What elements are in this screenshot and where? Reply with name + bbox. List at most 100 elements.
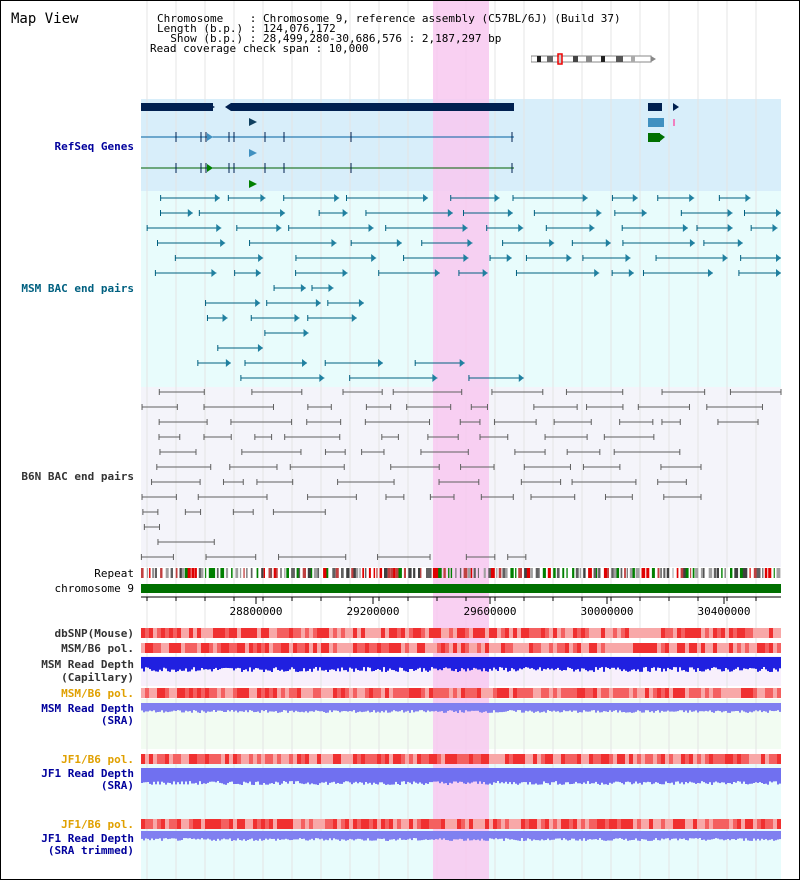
depth-bar [701, 703, 703, 712]
depth-bar [329, 831, 331, 839]
jf1-depth-label[interactable]: JF1 Read Depth [41, 767, 134, 780]
depth-bar [215, 768, 217, 783]
msm-depth-sra-label[interactable]: MSM Read Depth [41, 702, 134, 715]
heat-cell [573, 628, 577, 638]
heat-cell [653, 819, 657, 829]
depth-bar [241, 831, 243, 841]
heat-cell [393, 688, 397, 698]
depth-bar [399, 831, 401, 839]
depth-bar [393, 657, 395, 671]
heat-cell [517, 688, 521, 698]
repeat-element [749, 568, 751, 578]
heat-cell [505, 628, 509, 638]
depth-bar [691, 831, 693, 839]
repeat-label[interactable]: Repeat [94, 567, 134, 580]
heat-cell [509, 688, 513, 698]
heat-cell [329, 628, 333, 638]
depth-bar [581, 657, 583, 669]
depth-bar [171, 831, 173, 839]
depth-bar [719, 703, 721, 712]
depth-bar [695, 703, 697, 711]
depth-bar [177, 703, 179, 711]
repeat-element [721, 568, 723, 578]
heat-cell [477, 628, 481, 638]
heat-cell [765, 819, 769, 829]
refseq-genes-label[interactable]: RefSeq Genes [54, 140, 134, 153]
jf1-trimmed-label[interactable]: JF1 Read Depth [41, 832, 134, 845]
depth-bar [639, 703, 641, 712]
depth-bar [497, 657, 499, 671]
repeat-element [270, 568, 272, 578]
depth-bar [361, 768, 363, 783]
depth-bar [405, 703, 407, 712]
repeat-element [364, 568, 367, 578]
depth-bar [245, 831, 247, 841]
heat-cell [581, 754, 585, 764]
heat-cell [573, 819, 577, 829]
depth-bar [185, 768, 187, 782]
heat-cell [225, 819, 229, 829]
chromosome-ideogram[interactable] [531, 53, 656, 65]
heat-cell [517, 643, 521, 653]
depth-bar [541, 831, 543, 840]
b6n-bac-label[interactable]: B6N BAC end pairs [21, 470, 134, 483]
depth-bar [213, 768, 215, 782]
depth-bar [249, 768, 251, 782]
jf1-b6-pol-label[interactable]: JF1/B6 pol. [61, 753, 134, 766]
heat-cell [405, 754, 409, 764]
heat-cell [489, 628, 493, 638]
heat-cell [481, 754, 485, 764]
heat-cell [501, 688, 505, 698]
heat-cell [249, 819, 253, 829]
depth-bar [377, 831, 379, 839]
depth-bar [355, 703, 357, 713]
jf1-b6-pol-2-label[interactable]: JF1/B6 pol. [61, 818, 134, 831]
depth-bar [429, 831, 431, 840]
heat-cell [413, 628, 417, 638]
heat-cell [409, 819, 413, 829]
depth-bar [343, 657, 345, 671]
depth-bar [637, 831, 639, 841]
heat-cell [513, 754, 517, 764]
heat-cell [361, 819, 365, 829]
dbsnp-label[interactable]: dbSNP(Mouse) [54, 627, 134, 640]
msm-b6-pol-sra-label[interactable]: MSM/B6 pol. [61, 687, 134, 700]
heat-cell [709, 643, 713, 653]
heat-cell [213, 643, 217, 653]
heat-cell [217, 688, 221, 698]
depth-bar [675, 703, 677, 712]
depth-bar [605, 703, 607, 712]
heat-cell [165, 643, 169, 653]
heat-cell [221, 688, 225, 698]
bac-end-arrow [594, 269, 600, 277]
depth-bar [303, 768, 305, 785]
depth-bar [689, 703, 691, 711]
depth-bar [387, 703, 389, 713]
heat-cell [741, 754, 745, 764]
depth-bar [601, 831, 603, 840]
depth-bar [681, 831, 683, 839]
depth-bar [297, 831, 299, 840]
depth-bar [425, 657, 427, 671]
depth-bar [505, 657, 507, 668]
depth-bar [197, 657, 199, 671]
depth-bar [265, 703, 267, 710]
depth-bar [735, 768, 737, 783]
msm-depth-capillary-label[interactable]: MSM Read Depth [41, 658, 134, 671]
depth-bar [745, 703, 747, 713]
heat-cell [557, 754, 561, 764]
heat-cell [657, 819, 661, 829]
msm-b6-pol-label[interactable]: MSM/B6 pol. [61, 642, 134, 655]
depth-bar [195, 657, 197, 672]
heat-cell [157, 628, 161, 638]
depth-bar [685, 768, 687, 782]
depth-bar [297, 768, 299, 782]
msm-bac-label[interactable]: MSM BAC end pairs [21, 282, 134, 295]
depth-bar [207, 768, 209, 783]
depth-bar [381, 831, 383, 839]
depth-bar [381, 768, 383, 783]
depth-bar [623, 831, 625, 840]
heat-cell [385, 754, 389, 764]
